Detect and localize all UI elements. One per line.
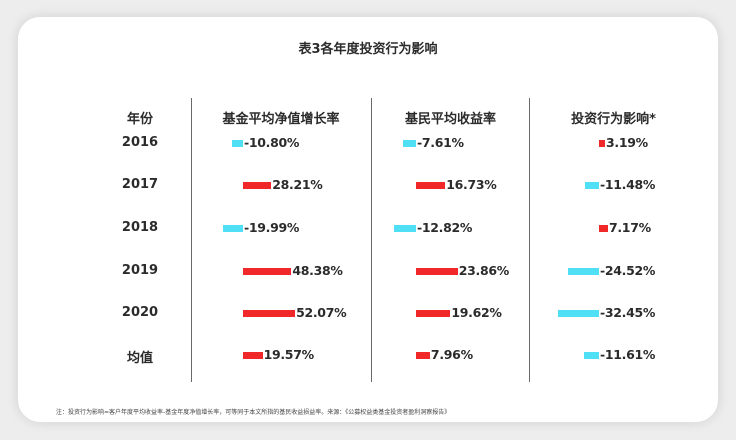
fund-growth-value: 19.57% xyxy=(263,347,315,362)
header-fund-growth: 基金平均净值增长率 xyxy=(222,112,340,127)
fund-growth-bar xyxy=(243,310,296,317)
column-divider xyxy=(529,98,530,382)
behavior-impact-value: -24.52% xyxy=(600,263,656,278)
investor-return-value: 23.86% xyxy=(458,263,510,278)
chart-title: 表3各年度投资行为影响 xyxy=(298,42,438,57)
fund-growth-value: -10.80% xyxy=(244,135,300,150)
investor-return-bar xyxy=(416,182,446,189)
investor-return-value: 16.73% xyxy=(446,177,497,192)
fund-growth-bar xyxy=(243,182,272,189)
row-year: 均值 xyxy=(126,351,153,366)
fund-growth-bar xyxy=(243,268,292,275)
fund-growth-value: 28.21% xyxy=(272,177,323,192)
behavior-impact-value: 7.17% xyxy=(608,220,651,235)
investor-return-bar xyxy=(402,140,416,147)
row-year: 2019 xyxy=(121,263,159,278)
behavior-impact-value: -11.48% xyxy=(600,177,656,192)
investor-return-bar xyxy=(416,352,430,359)
column-divider xyxy=(191,98,192,382)
behavior-impact-bar xyxy=(599,140,605,147)
row-year: 2016 xyxy=(121,135,159,150)
behavior-impact-bar xyxy=(584,352,599,359)
fund-growth-bar xyxy=(232,140,243,147)
fund-growth-value: -19.99% xyxy=(244,220,300,235)
investor-return-value: -7.61% xyxy=(417,135,464,150)
behavior-impact-bar xyxy=(599,225,608,232)
investor-return-value: 7.96% xyxy=(430,347,473,362)
fund-growth-bar xyxy=(223,225,243,232)
column-divider xyxy=(371,98,372,382)
behavior-impact-bar xyxy=(558,310,599,317)
investor-return-value: 19.62% xyxy=(451,305,502,320)
behavior-impact-bar xyxy=(568,268,599,275)
behavior-impact-value: -32.45% xyxy=(600,305,656,320)
fund-growth-value: 52.07% xyxy=(296,305,347,320)
row-year: 2020 xyxy=(121,305,159,320)
behavior-impact-bar xyxy=(584,182,599,189)
chart-card xyxy=(18,17,718,422)
row-year: 2018 xyxy=(121,220,159,235)
behavior-impact-value: 3.19% xyxy=(606,135,648,150)
header-behavior-impact: 投资行为影响* xyxy=(571,112,656,127)
investor-return-value: -12.82% xyxy=(417,220,473,235)
row-year: 2017 xyxy=(121,177,159,192)
header-investor-return: 基民平均收益率 xyxy=(404,112,496,127)
investor-return-bar xyxy=(416,268,458,275)
footnote: 注：投资行为影响=客户年度平均收益率-基金年度净值增长率，可等同于本文所指的基民… xyxy=(56,409,451,416)
investor-return-bar xyxy=(416,310,451,317)
fund-growth-bar xyxy=(243,352,263,359)
fund-growth-value: 48.38% xyxy=(292,263,343,278)
investor-return-bar xyxy=(393,225,416,232)
header-year: 年份 xyxy=(126,112,153,127)
behavior-impact-value: -11.61% xyxy=(600,347,656,362)
